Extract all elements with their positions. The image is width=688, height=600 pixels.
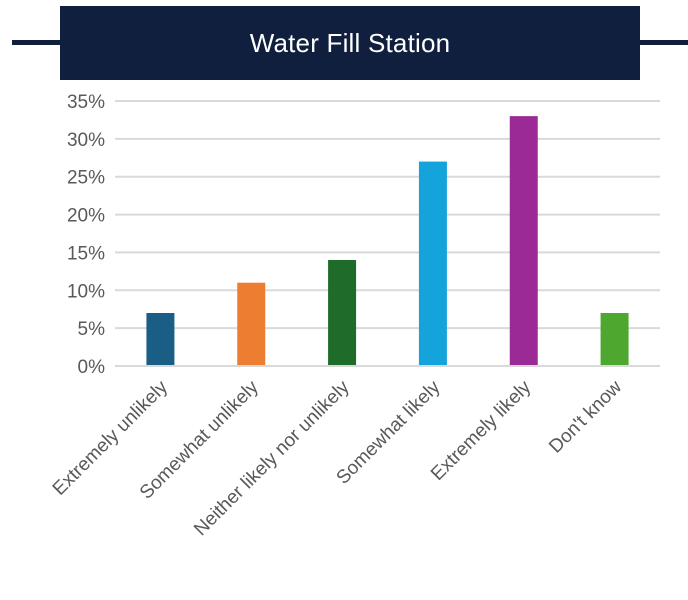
y-tick-label: 5% — [78, 319, 106, 340]
y-tick-label: 15% — [67, 243, 105, 264]
title-rule-right — [640, 40, 688, 45]
x-category-label: Don't know — [545, 376, 626, 457]
bar — [237, 282, 266, 366]
gridlines — [115, 100, 660, 330]
y-tick-label: 30% — [67, 130, 105, 151]
chart-title-banner: Water Fill Station — [60, 6, 640, 80]
bars — [146, 116, 629, 367]
bar — [328, 260, 357, 366]
bar — [146, 313, 175, 366]
chart-title: Water Fill Station — [249, 27, 451, 58]
y-tick-label: 20% — [67, 206, 105, 227]
bar — [600, 313, 629, 366]
y-axis-ticks: 0% 5% 10% 15% 20% 25% 30% 35% — [67, 92, 105, 378]
y-tick-label: 35% — [67, 92, 105, 113]
y-tick-label: 0% — [78, 357, 106, 378]
bar — [418, 161, 447, 366]
y-tick-label: 25% — [67, 168, 105, 189]
bar — [509, 116, 538, 367]
x-category-label: Neither likely nor unlikely — [190, 376, 354, 540]
title-rule-left — [12, 40, 62, 45]
x-category-label: Extremely likely — [427, 376, 536, 485]
y-tick-label: 10% — [67, 281, 105, 302]
